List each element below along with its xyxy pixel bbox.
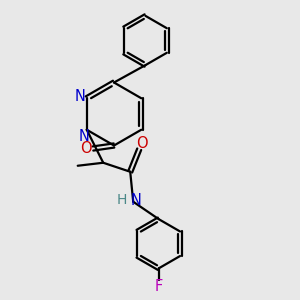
- Text: N: N: [131, 193, 142, 208]
- Text: N: N: [75, 89, 86, 104]
- Text: H: H: [117, 193, 127, 207]
- Text: F: F: [154, 280, 163, 295]
- Text: O: O: [136, 136, 148, 152]
- Text: O: O: [81, 141, 92, 156]
- Text: N: N: [78, 129, 89, 144]
